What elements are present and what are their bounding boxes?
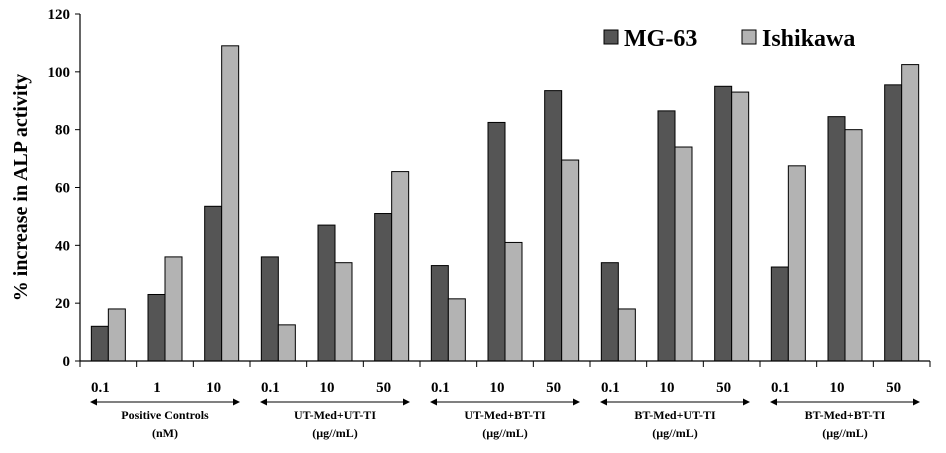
group-unit-4: (µg//mL) bbox=[822, 426, 868, 440]
bar-ishikawa-13 bbox=[844, 129, 863, 362]
bar-ishikawa-12 bbox=[787, 165, 806, 362]
axes-layer bbox=[75, 13, 931, 406]
bar-ishikawa-3 bbox=[277, 324, 296, 362]
group-unit-0: (nM) bbox=[152, 426, 178, 440]
x-tick-label-11: 50 bbox=[716, 380, 731, 396]
group-label-4: BT-Med+BT-TI bbox=[805, 408, 886, 422]
y-tick-label-5: 100 bbox=[48, 65, 71, 81]
bar-mg-63-5 bbox=[374, 213, 393, 362]
group-label-0: Positive Controls bbox=[121, 408, 209, 422]
group-arrow-right-2 bbox=[573, 398, 580, 406]
legend: MG-63 Ishikawa bbox=[603, 26, 855, 52]
group-arrow-left-4 bbox=[770, 398, 777, 406]
bar-ishikawa-14 bbox=[901, 64, 920, 362]
bar-mg-63-14 bbox=[884, 84, 903, 362]
bar-mg-63-2 bbox=[204, 205, 223, 362]
x-tick-label-2: 10 bbox=[206, 380, 221, 396]
group-arrow-right-3 bbox=[743, 398, 750, 406]
group-label-2: UT-Med+BT-TI bbox=[464, 408, 546, 422]
group-arrow-left-0 bbox=[90, 398, 97, 406]
y-tick-label-1: 20 bbox=[55, 296, 70, 312]
x-tick-label-6: 0.1 bbox=[431, 380, 450, 396]
bars-layer bbox=[90, 45, 920, 362]
bar-mg-63-12 bbox=[770, 266, 789, 362]
y-tick-label-3: 60 bbox=[55, 181, 70, 197]
x-tick-label-1: 1 bbox=[153, 380, 161, 396]
y-axis-label: % increase in ALP activity bbox=[10, 74, 32, 301]
bar-ishikawa-1 bbox=[164, 256, 183, 362]
bar-ishikawa-10 bbox=[674, 146, 693, 362]
x-tick-label-3: 0.1 bbox=[261, 380, 280, 396]
group-label-3: BT-Med+UT-TI bbox=[634, 408, 716, 422]
group-arrow-left-3 bbox=[600, 398, 607, 406]
group-arrow-right-4 bbox=[913, 398, 920, 406]
x-tick-label-8: 50 bbox=[546, 380, 561, 396]
x-tick-label-4: 10 bbox=[320, 380, 335, 396]
x-tick-label-10: 10 bbox=[660, 380, 675, 396]
group-arrow-left-1 bbox=[260, 398, 267, 406]
legend-swatch-0 bbox=[603, 29, 619, 45]
bar-mg-63-1 bbox=[147, 293, 166, 362]
group-unit-1: (µg//mL) bbox=[312, 426, 358, 440]
bar-ishikawa-6 bbox=[447, 298, 466, 362]
bar-mg-63-13 bbox=[827, 116, 846, 362]
bar-ishikawa-11 bbox=[731, 91, 750, 362]
bar-ishikawa-2 bbox=[221, 45, 240, 362]
y-tick-label-6: 120 bbox=[48, 7, 71, 23]
group-arrow-right-1 bbox=[403, 398, 410, 406]
bar-ishikawa-4 bbox=[334, 262, 353, 362]
bar-mg-63-0 bbox=[90, 325, 109, 362]
y-tick-label-0: 0 bbox=[63, 354, 71, 370]
bar-ishikawa-5 bbox=[391, 171, 410, 362]
x-tick-label-7: 10 bbox=[490, 380, 505, 396]
bar-ishikawa-7 bbox=[504, 241, 523, 362]
legend-label-1: Ishikawa bbox=[762, 26, 855, 52]
bar-mg-63-6 bbox=[430, 265, 449, 362]
bar-mg-63-10 bbox=[657, 110, 676, 362]
x-tick-label-0: 0.1 bbox=[91, 380, 110, 396]
bar-mg-63-4 bbox=[317, 224, 336, 362]
bar-ishikawa-8 bbox=[561, 159, 580, 362]
bar-ishikawa-9 bbox=[617, 308, 636, 362]
bar-mg-63-11 bbox=[714, 85, 733, 362]
bar-mg-63-9 bbox=[600, 262, 619, 362]
x-tick-label-14: 50 bbox=[886, 380, 901, 396]
legend-swatch-1 bbox=[741, 29, 757, 45]
y-tick-label-4: 80 bbox=[55, 123, 70, 139]
group-unit-3: (µg//mL) bbox=[652, 426, 698, 440]
group-arrow-right-0 bbox=[233, 398, 240, 406]
x-tick-label-9: 0.1 bbox=[601, 380, 620, 396]
bar-mg-63-7 bbox=[487, 121, 506, 362]
bar-ishikawa-0 bbox=[107, 308, 126, 362]
group-label-1: UT-Med+UT-TI bbox=[294, 408, 376, 422]
legend-label-0: MG-63 bbox=[624, 26, 697, 52]
y-tick-label-2: 40 bbox=[55, 238, 70, 254]
bar-mg-63-3 bbox=[260, 256, 279, 362]
x-tick-label-13: 10 bbox=[830, 380, 845, 396]
bar-mg-63-8 bbox=[544, 90, 563, 362]
labels-layer: 0 20 40 60 80 100 120 0.1 1 10 0.1 10 50 0.1 10 50 0.1 10… bbox=[10, 7, 901, 440]
x-tick-label-5: 50 bbox=[376, 380, 391, 396]
x-tick-label-12: 0.1 bbox=[771, 380, 790, 396]
group-arrow-left-2 bbox=[430, 398, 437, 406]
group-unit-2: (µg//mL) bbox=[482, 426, 528, 440]
